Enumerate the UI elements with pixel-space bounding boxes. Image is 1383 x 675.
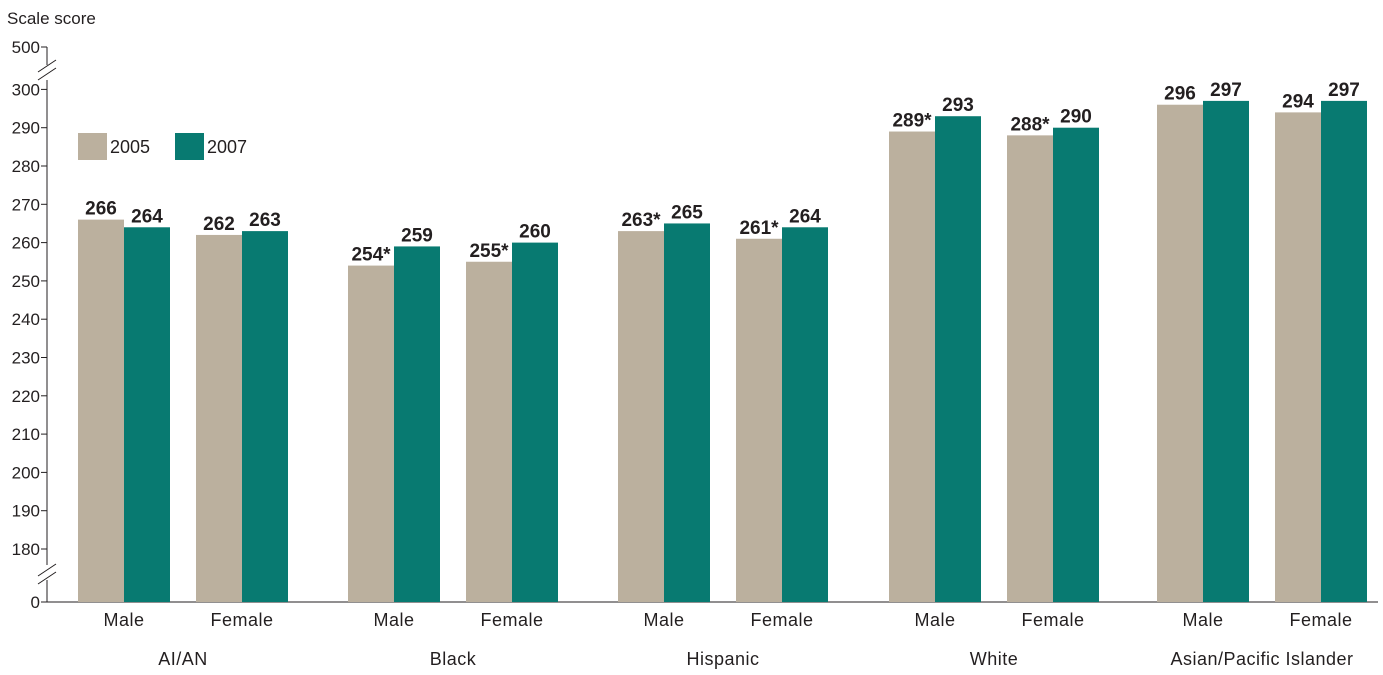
bar-2007-ai-an-female [242, 231, 288, 603]
y-tick-label: 230 [12, 349, 40, 368]
y-tick-label: 200 [12, 463, 40, 482]
category-label: Female [480, 610, 543, 630]
bar-2005-white-male [889, 131, 935, 602]
data-label: 259 [401, 225, 433, 246]
data-label: 293 [942, 95, 974, 116]
data-label: 290 [1060, 107, 1092, 128]
bar-2007-asian-pacific-islander-male [1203, 100, 1249, 602]
axis-break-bottom [37, 563, 57, 585]
axis-break-top [37, 59, 57, 81]
y-tick-label: 270 [12, 195, 40, 214]
bar-2005-hispanic-male [618, 231, 664, 603]
data-label: 289* [892, 111, 932, 132]
group-label: AI/AN [158, 649, 208, 669]
y-tick-label: 500 [12, 38, 40, 57]
y-tick-label: 0 [31, 593, 40, 612]
y-tick-label: 220 [12, 387, 40, 406]
y-tick-label: 280 [12, 157, 40, 176]
bar-2007-white-female [1053, 127, 1099, 602]
y-tick-label: 190 [12, 502, 40, 521]
data-label: 294 [1282, 91, 1314, 112]
category-label: Female [750, 610, 813, 630]
data-label: 263* [621, 210, 661, 231]
y-tick-label: 180 [12, 540, 40, 559]
data-label: 264 [131, 206, 163, 227]
y-tick-label: 290 [12, 119, 40, 138]
data-label: 260 [519, 222, 551, 243]
y-axis-title: Scale score [7, 9, 96, 28]
group-label: White [970, 649, 1019, 669]
bar-2007-hispanic-male [664, 223, 710, 602]
y-tick-label: 260 [12, 234, 40, 253]
category-label: Male [373, 610, 414, 630]
bar-2005-black-male [348, 265, 394, 602]
bar-2005-asian-pacific-islander-female [1275, 112, 1321, 602]
data-label: 262 [203, 214, 235, 235]
category-label: Male [103, 610, 144, 630]
bar-2005-ai-an-female [196, 234, 242, 602]
bar-2007-black-female [512, 242, 558, 602]
bar-2007-hispanic-female [782, 227, 828, 602]
bar-2005-hispanic-female [736, 238, 782, 602]
bar-2005-white-female [1007, 135, 1053, 603]
y-tick-label: 250 [12, 272, 40, 291]
bar-2005-ai-an-male [78, 219, 124, 602]
category-label: Male [643, 610, 684, 630]
y-tick-label: 210 [12, 425, 40, 444]
data-label: 265 [671, 202, 703, 223]
category-label: Female [1021, 610, 1084, 630]
data-label: 263 [249, 210, 281, 231]
bar-2007-ai-an-male [124, 227, 170, 602]
bar-2005-asian-pacific-islander-male [1157, 104, 1203, 602]
y-tick-label: 300 [12, 80, 40, 99]
data-label: 266 [85, 199, 117, 220]
legend-swatch-2005 [78, 133, 107, 160]
category-label: Male [1182, 610, 1223, 630]
data-label: 261* [739, 218, 779, 239]
category-label: Male [914, 610, 955, 630]
bar-2007-asian-pacific-islander-female [1321, 100, 1367, 602]
data-label: 288* [1010, 114, 1050, 135]
data-label: 255* [469, 241, 509, 262]
category-label: Female [1289, 610, 1352, 630]
category-label: Female [210, 610, 273, 630]
legend-swatch-2007 [175, 133, 204, 160]
data-label: 264 [789, 206, 821, 227]
legend-label: 2005 [110, 137, 150, 157]
data-label: 297 [1328, 80, 1360, 101]
data-label: 254* [351, 245, 391, 266]
bar-2007-black-male [394, 246, 440, 602]
bar-2005-black-female [466, 261, 512, 602]
group-label: Hispanic [686, 649, 759, 669]
data-label: 297 [1210, 80, 1242, 101]
legend-label: 2007 [207, 137, 247, 157]
bar-2007-white-male [935, 116, 981, 603]
group-label: Asian/Pacific Islander [1170, 649, 1353, 669]
data-label: 296 [1164, 84, 1196, 105]
y-tick-label: 240 [12, 310, 40, 329]
group-label: Black [430, 649, 477, 669]
